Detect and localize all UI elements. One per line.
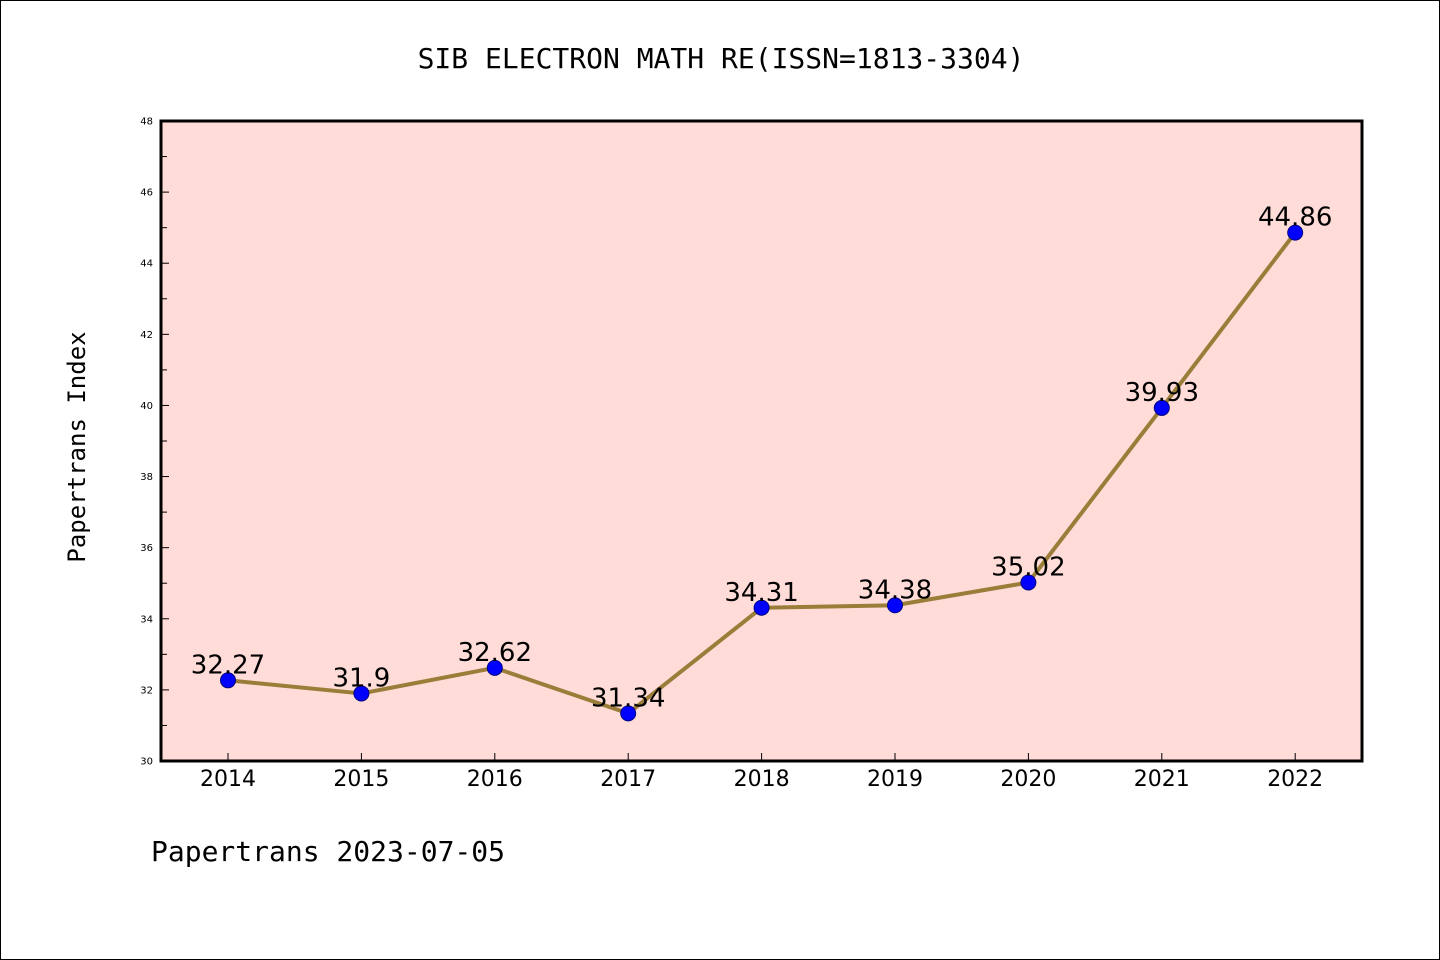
data-label: 32.27 <box>191 650 265 680</box>
y-axis-label: Papertrans Index <box>63 331 91 562</box>
data-labels: 32.27 31.9 32.62 31.34 34.31 34.38 35.02 39.93 4… <box>191 203 1333 714</box>
data-point <box>486 659 503 676</box>
series-group <box>220 224 1304 722</box>
x-tick-label: 2021 <box>1134 767 1190 792</box>
x-tick-label: 2014 <box>200 767 256 792</box>
y-tick-label: 44 <box>140 259 153 270</box>
data-label: 34.31 <box>724 578 798 608</box>
y-tick-label: 30 <box>140 757 153 768</box>
plot-area <box>159 119 1364 763</box>
x-tick-label: 2016 <box>467 767 523 792</box>
data-point <box>1020 574 1037 591</box>
x-tick-label: 2020 <box>1000 767 1056 792</box>
data-label: 32.62 <box>458 638 532 668</box>
x-tick-label: 2019 <box>867 767 923 792</box>
y-tick-label: 34 <box>140 614 153 625</box>
data-label: 35.02 <box>991 553 1065 583</box>
data-point <box>753 599 770 616</box>
y-axis: 30 32 34 36 38 40 42 44 46 48 <box>140 117 169 768</box>
data-label: 31.9 <box>332 663 390 693</box>
y-tick-label: 38 <box>140 472 153 483</box>
data-label: 39.93 <box>1125 378 1199 408</box>
data-point <box>1287 224 1304 241</box>
data-point <box>620 705 637 722</box>
y-tick-label: 42 <box>140 330 153 341</box>
x-tick-label: 2018 <box>734 767 790 792</box>
y-tick-label: 46 <box>140 188 153 199</box>
x-axis: 2014 2015 2016 2017 2018 2019 2020 2021 2022 <box>200 753 1323 792</box>
y-tick-label: 36 <box>140 543 153 554</box>
y-tick-label: 32 <box>140 685 153 696</box>
data-point <box>1153 399 1170 416</box>
data-label: 44.86 <box>1258 203 1332 233</box>
y-tick-label: 48 <box>140 117 153 128</box>
data-label: 34.38 <box>858 575 932 605</box>
chart-title: SIB ELECTRON MATH RE(ISSN=1813-3304) <box>418 42 1025 75</box>
x-tick-label: 2015 <box>333 767 389 792</box>
data-point <box>353 685 370 702</box>
x-tick-label: 2017 <box>600 767 656 792</box>
x-tick-label: 2022 <box>1267 767 1323 792</box>
data-point <box>220 672 236 689</box>
y-tick-label: 40 <box>140 401 153 412</box>
data-label: 31.34 <box>591 683 665 713</box>
data-point <box>887 597 903 614</box>
footer-text: Papertrans 2023-07-05 <box>151 835 506 868</box>
